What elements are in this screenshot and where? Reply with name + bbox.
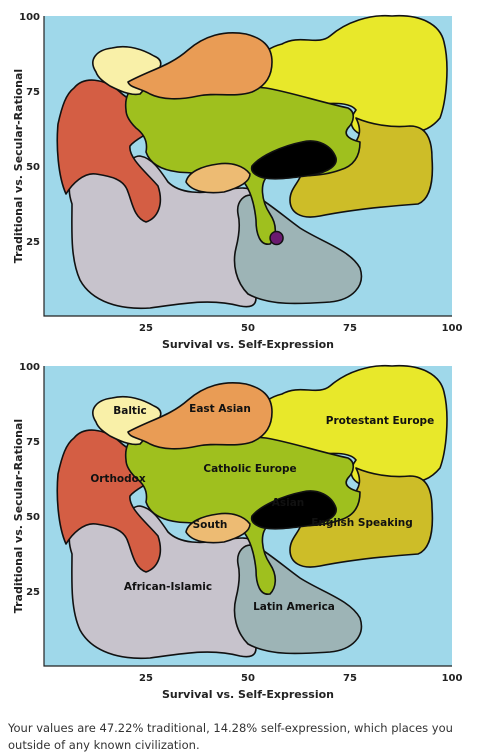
x-tick-label: 50 <box>241 323 255 334</box>
x-tick-label: 100 <box>442 323 463 334</box>
region-label-asian: Asian <box>272 497 305 509</box>
y-tick-label: 25 <box>26 237 40 248</box>
x-tick-label: 50 <box>241 673 255 684</box>
x-tick-label: 100 <box>442 673 463 684</box>
region-asian <box>250 140 337 180</box>
y-tick-label: 50 <box>26 512 40 523</box>
axes <box>43 366 452 667</box>
region-label-south: South <box>193 519 228 531</box>
x-tick-label: 25 <box>139 323 153 334</box>
y-axis-label: Traditional vs. Secular-Rational <box>12 419 25 613</box>
region-asian <box>250 490 337 530</box>
y-tick-label: 75 <box>26 437 40 448</box>
region-label-baltic: Baltic <box>113 405 147 417</box>
chart-svg: 25 50 75 100 100 75 50 25 Survival vs. Self-Expr… <box>12 12 463 351</box>
x-axis-label: Survival vs. Self-Expression <box>162 338 334 351</box>
x-axis-label: Survival vs. Self-Expression <box>162 688 334 701</box>
culture-map-labeled: 25 50 75 100 100 75 50 25 Survival vs. Self-Expr… <box>0 356 479 701</box>
result-text: Your values are 47.22% traditional, 14.2… <box>8 720 453 752</box>
region-label-african-islamic: African-Islamic <box>124 581 212 593</box>
x-tick-label: 75 <box>343 323 357 334</box>
region-south-asia <box>185 162 251 194</box>
region-label-orthodox: Orthodox <box>90 473 146 485</box>
region-label-east-asian: East Asian <box>189 403 251 415</box>
user-position-marker <box>269 230 284 246</box>
axes <box>43 16 452 317</box>
y-tick-label: 100 <box>19 12 40 23</box>
region-label-catholic-europe: Catholic Europe <box>203 463 296 475</box>
culture-map-with-marker: 25 50 75 100 100 75 50 25 Survival vs. Self-Expr… <box>0 6 479 351</box>
region-label-latin-america: Latin America <box>253 601 335 613</box>
y-tick-label: 50 <box>26 162 40 173</box>
region-east-asian <box>127 31 273 100</box>
region-label-english-speaking: English Speaking <box>311 517 413 529</box>
y-tick-label: 100 <box>19 362 40 373</box>
x-tick-label: 25 <box>139 673 153 684</box>
y-axis-label: Traditional vs. Secular-Rational <box>12 69 25 263</box>
chart-svg: 25 50 75 100 100 75 50 25 Survival vs. Self-Expr… <box>12 362 463 701</box>
region-label-protestant-europe: Protestant Europe <box>326 415 434 427</box>
y-tick-label: 75 <box>26 87 40 98</box>
region-south-asia <box>185 512 251 544</box>
x-tick-label: 75 <box>343 673 357 684</box>
y-tick-label: 25 <box>26 587 40 598</box>
region-east-asian <box>127 381 273 450</box>
